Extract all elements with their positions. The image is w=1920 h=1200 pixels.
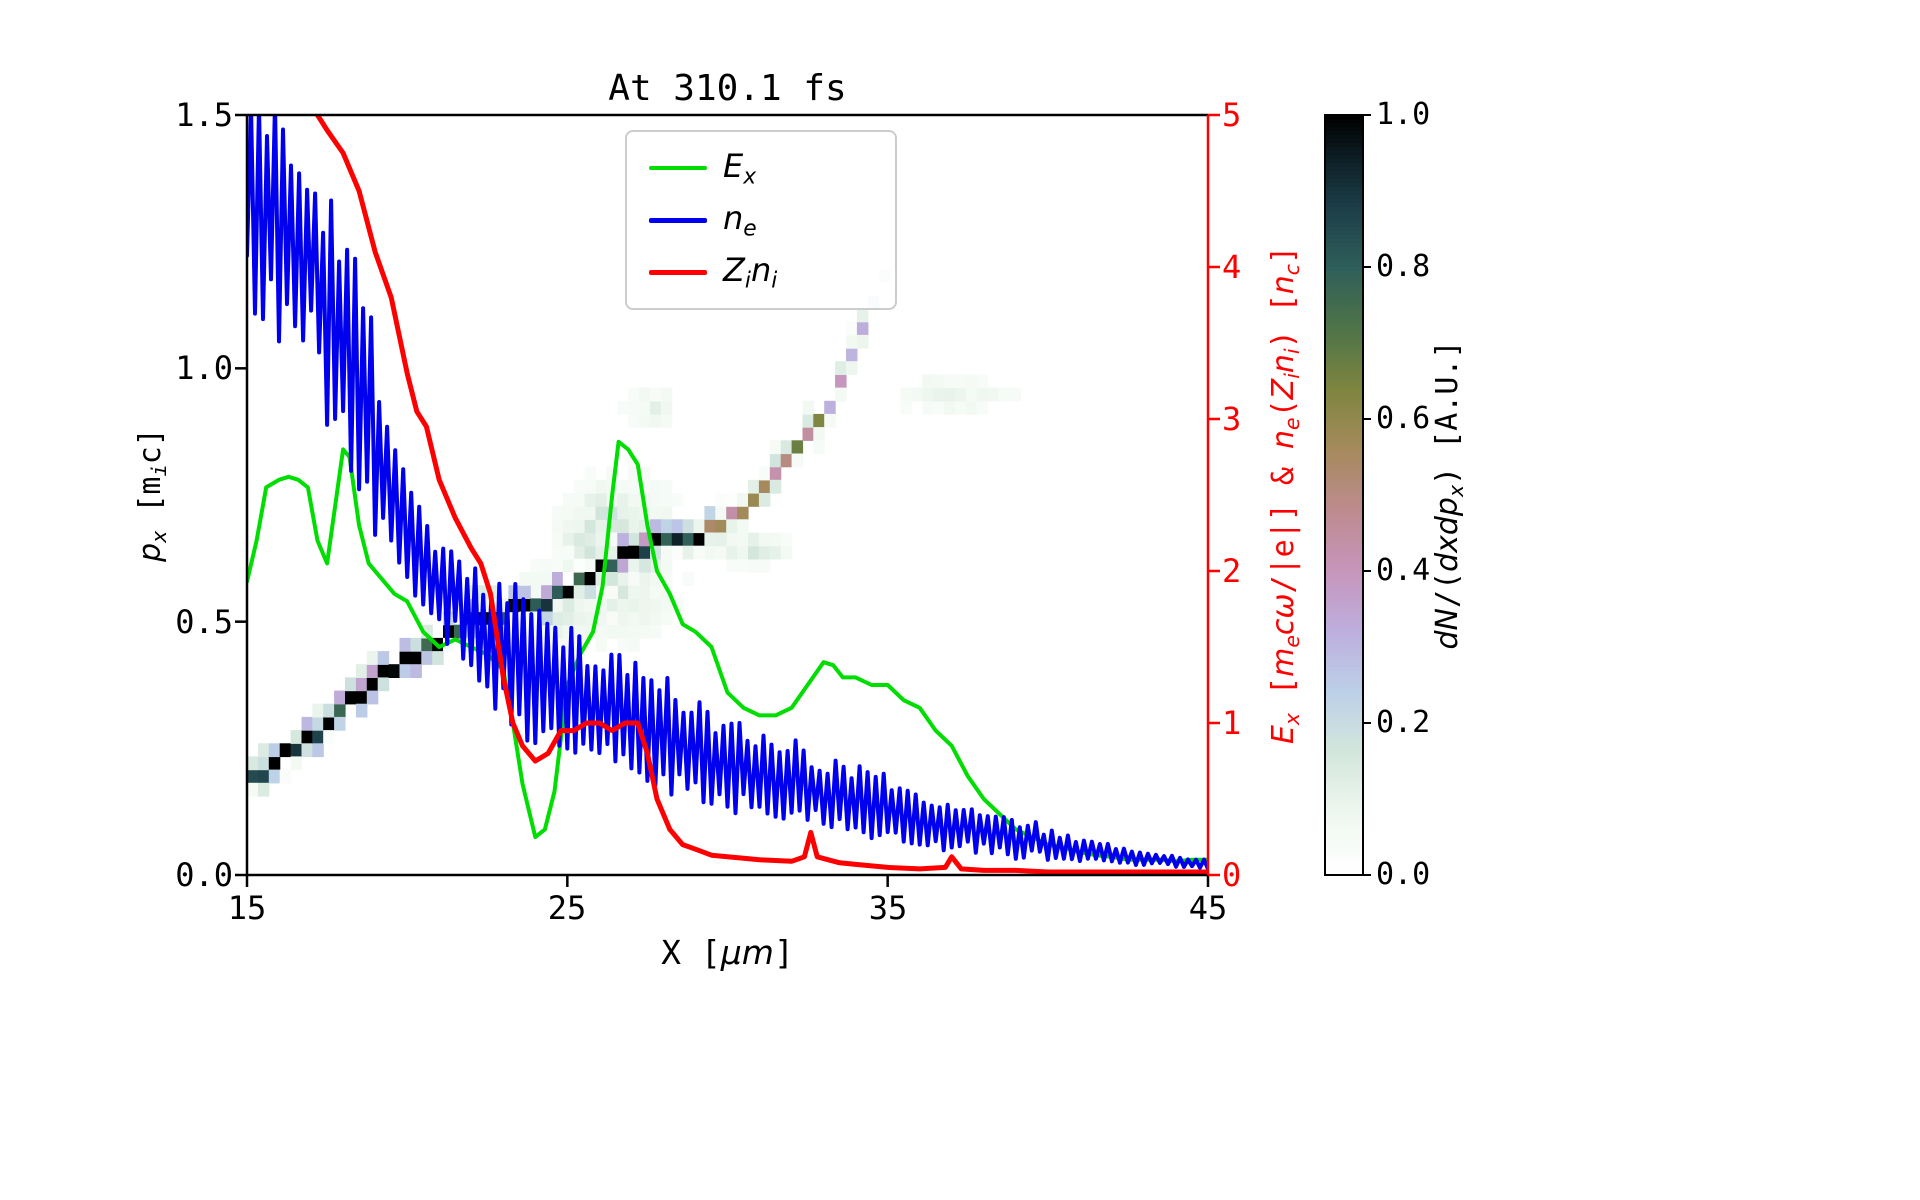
right-tick-1: 1 — [1222, 704, 1242, 742]
cbar-tick-0.0: 0.0 — [1376, 857, 1431, 892]
cbar-tick-0.8: 0.8 — [1376, 249, 1431, 284]
legend-label-Ex: Ex — [723, 146, 757, 190]
right-tick-5: 5 — [1222, 96, 1242, 134]
left-tick-0.5: 0.5 — [175, 603, 233, 641]
legend-line-Zini — [649, 269, 707, 275]
legend-line-ne — [649, 217, 707, 223]
right-tick-4: 4 — [1222, 248, 1242, 286]
right-tick-2: 2 — [1222, 552, 1242, 590]
x-tick-45: 45 — [1188, 889, 1228, 927]
cbar-tick-0.6: 0.6 — [1376, 401, 1431, 436]
left-tick-1.5: 1.5 — [175, 96, 233, 134]
x-tick-35: 35 — [868, 889, 908, 927]
legend: Ex ne Zini — [625, 130, 897, 310]
left-axis-label: px [mic] — [132, 428, 172, 562]
phase-space-plot — [235, 113, 1220, 887]
cbar-tick-1.0: 1.0 — [1376, 97, 1431, 132]
legend-item-Zini: Zini — [627, 246, 895, 298]
x-tick-15: 15 — [227, 889, 267, 927]
legend-label-ne: ne — [723, 198, 757, 242]
x-axis-label: X [μm] — [661, 933, 794, 972]
plot-title: At 310.1 fs — [608, 68, 847, 109]
colorbar — [1324, 114, 1371, 876]
left-tick-1.0: 1.0 — [175, 349, 233, 387]
legend-line-Ex — [649, 166, 707, 170]
legend-label-Zini: Zini — [723, 250, 778, 294]
legend-item-Ex: Ex — [627, 142, 895, 194]
colorbar-label: dN/(dxdpx) [A.U.] — [1429, 340, 1469, 650]
cbar-tick-0.2: 0.2 — [1376, 705, 1431, 740]
right-tick-0: 0 — [1222, 856, 1242, 894]
left-tick-0.0: 0.0 — [175, 856, 233, 894]
right-axis-label: Ex [mecω/|e|] & ne(Zini) [nc] — [1265, 245, 1305, 745]
right-tick-3: 3 — [1222, 400, 1242, 438]
legend-item-ne: ne — [627, 194, 895, 246]
x-tick-25: 25 — [547, 889, 587, 927]
cbar-tick-0.4: 0.4 — [1376, 553, 1431, 588]
